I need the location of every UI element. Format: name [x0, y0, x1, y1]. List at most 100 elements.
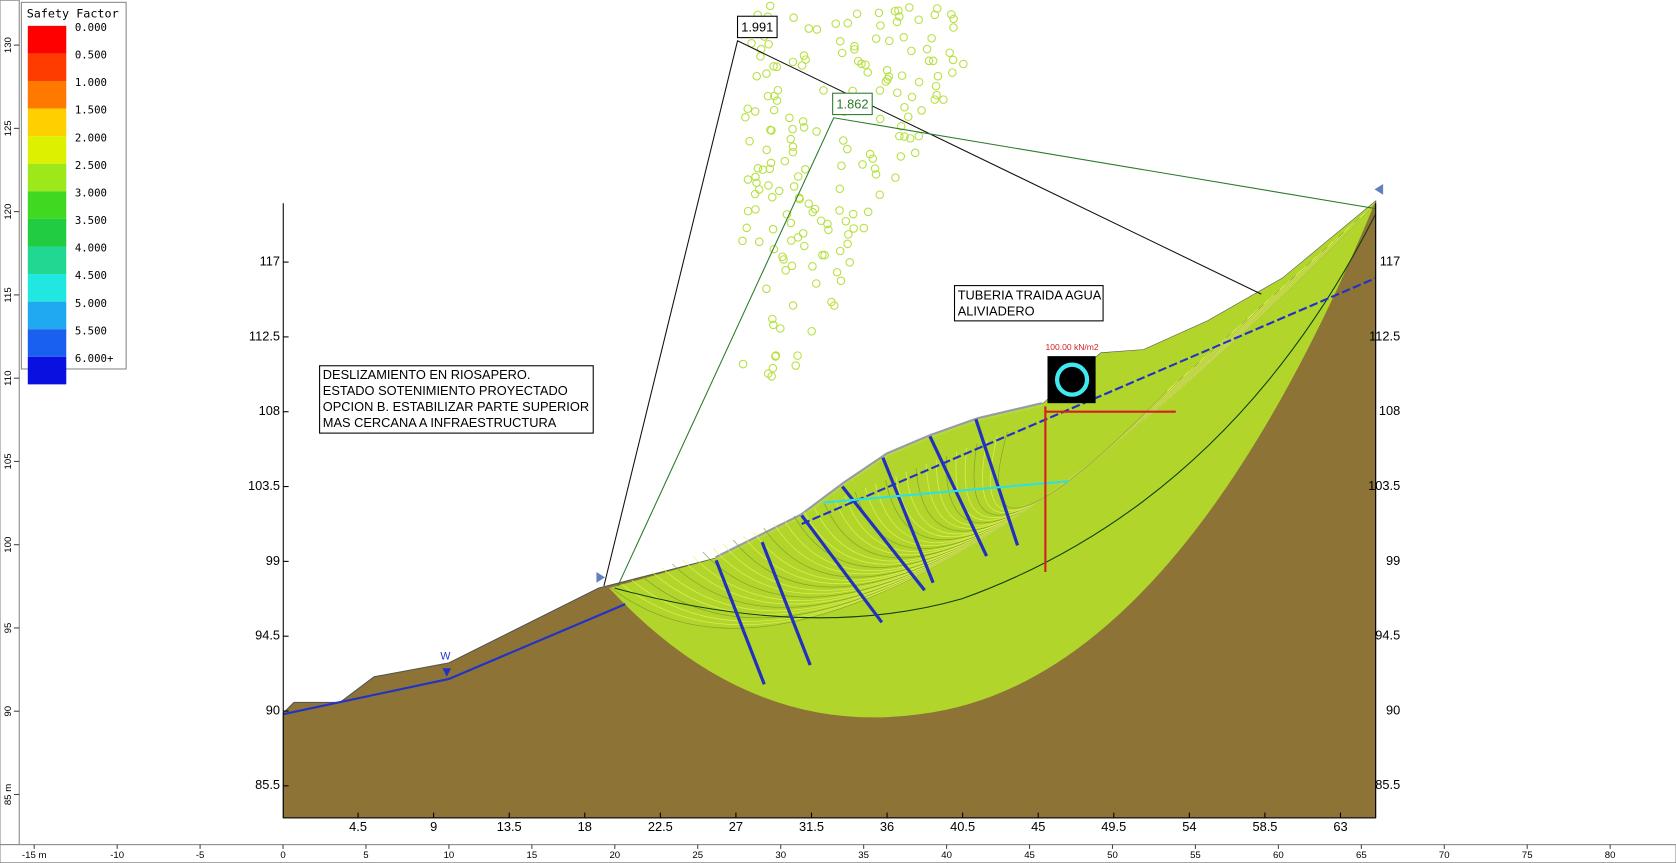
slip-center	[786, 134, 795, 144]
bottom-ruler-label: 20	[609, 850, 620, 861]
slip-center	[750, 189, 760, 199]
bottom-ruler-label: -5	[196, 850, 205, 861]
slip-center	[845, 258, 855, 267]
slip-center	[807, 326, 816, 336]
bottom-ruler-label: 45	[1024, 850, 1035, 861]
slip-center	[812, 127, 821, 136]
slip-center	[858, 160, 867, 169]
slip-center	[927, 33, 936, 43]
slip-center	[769, 105, 779, 115]
pipe-note-box	[953, 285, 1104, 322]
slip-center	[788, 124, 797, 134]
slip-center	[804, 199, 814, 208]
slip-center	[835, 184, 845, 194]
legend-swatch	[27, 274, 67, 302]
slip-center	[837, 48, 847, 58]
slip-center	[801, 55, 810, 64]
slip-center	[751, 205, 760, 214]
y-axis-label-right: 85.5	[1375, 777, 1400, 792]
slip-center	[786, 218, 796, 228]
y-axis-label: 99	[266, 553, 280, 568]
slip-center	[896, 152, 906, 161]
minimum-box	[832, 92, 873, 116]
slip-center	[801, 165, 810, 174]
slip-center	[808, 262, 817, 271]
anchors	[714, 418, 1020, 685]
legend-label: 3.500	[75, 214, 107, 227]
x-axis-label: 27	[729, 819, 743, 834]
slip-center	[959, 59, 968, 69]
slip-center	[945, 48, 954, 58]
slip-center	[939, 95, 948, 104]
slip-center	[848, 209, 858, 219]
legend-label: 5.000	[75, 297, 107, 310]
legend-label: 6.000+	[75, 352, 114, 365]
slip-center	[914, 77, 924, 87]
slip-center	[835, 36, 845, 46]
legend-label: 0.000	[75, 21, 107, 34]
slip-center	[798, 117, 808, 126]
slip-center	[820, 250, 829, 260]
slip-center	[874, 8, 884, 18]
slip-center	[895, 131, 904, 141]
slip-center	[839, 136, 848, 145]
y-axis-label-right: 99	[1386, 553, 1400, 568]
legend-swatch	[27, 301, 67, 330]
slip-center	[893, 88, 902, 98]
slip-center	[808, 207, 817, 217]
slip-center	[829, 301, 839, 310]
legend-label: 2.500	[75, 159, 107, 172]
slip-center	[899, 33, 908, 42]
y-axis-label-right: 117	[1380, 253, 1400, 268]
x-axis-label: 45	[1031, 819, 1045, 834]
bottom-ruler-label: 15	[527, 850, 538, 861]
global-minimum-box	[736, 15, 778, 39]
slip-center	[907, 46, 916, 56]
slip-center	[811, 279, 821, 288]
slip-center	[750, 107, 760, 116]
slip-center	[787, 261, 797, 271]
slip-center	[948, 55, 958, 65]
legend-label: 1.000	[75, 76, 107, 89]
slip-center	[758, 165, 768, 174]
slip-center	[789, 13, 798, 22]
critical-surface	[614, 213, 1377, 619]
slip-center	[895, 12, 904, 21]
slip-center	[743, 104, 752, 113]
slip-center	[949, 23, 958, 32]
x-axis-label: 13.5	[497, 819, 522, 834]
x-axis-label: 63	[1333, 819, 1347, 834]
slip-center	[765, 164, 775, 174]
bottom-ruler-label: 40	[941, 850, 952, 861]
legend-swatch	[27, 25, 67, 54]
slip-center	[932, 90, 941, 100]
bottom-ruler-label: 25	[692, 850, 703, 861]
y-axis-label: 90	[266, 702, 280, 717]
legend-swatch	[27, 163, 67, 192]
slip-center	[892, 17, 902, 27]
x-axis-label: 9	[430, 819, 437, 834]
anchor	[928, 435, 989, 557]
slip-center	[894, 6, 903, 15]
slip-center	[738, 359, 748, 369]
slip-center	[819, 86, 828, 95]
slip-center	[897, 71, 907, 80]
slip-center	[769, 320, 778, 330]
slip-center	[768, 224, 778, 234]
pipe	[1054, 362, 1090, 397]
y-axis-label: 94.5	[255, 628, 280, 643]
slip-center	[762, 284, 771, 294]
slip-center	[850, 45, 859, 54]
bottom-ruler-label: -10	[110, 850, 124, 861]
slip-center	[900, 102, 909, 112]
slip-center	[870, 164, 880, 173]
slip-center	[852, 9, 862, 19]
legend-swatch	[27, 108, 67, 137]
slip-center	[832, 267, 842, 277]
slip-center	[876, 21, 885, 30]
legend-swatch	[27, 53, 67, 82]
load-label: 100.00 kN/m2	[1045, 342, 1098, 352]
left-ruler-label: 85 m	[3, 784, 14, 805]
left-ruler-label: 130	[3, 37, 14, 53]
global-minimum-lines	[603, 40, 1262, 587]
